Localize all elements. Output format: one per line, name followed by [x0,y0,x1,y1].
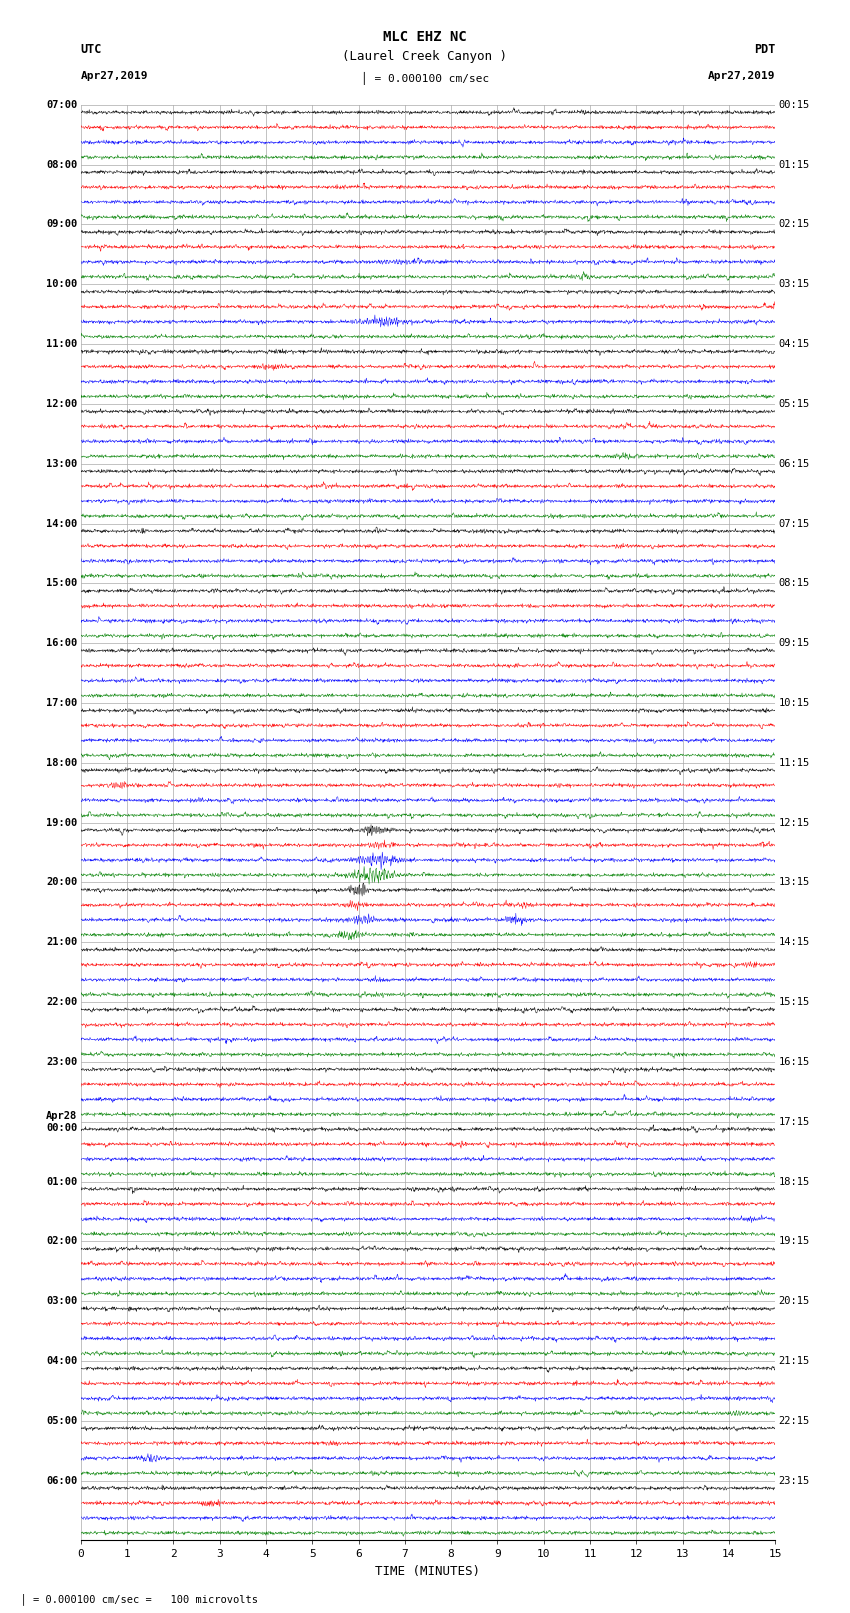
Text: 08:15: 08:15 [779,579,810,589]
Text: 15:15: 15:15 [779,997,810,1007]
Text: 03:15: 03:15 [779,279,810,289]
Text: 15:00: 15:00 [46,579,77,589]
Text: 10:00: 10:00 [46,279,77,289]
Text: 02:15: 02:15 [779,219,810,229]
Text: 05:00: 05:00 [46,1416,77,1426]
Text: 13:00: 13:00 [46,458,77,469]
Text: Apr27,2019: Apr27,2019 [81,71,148,81]
Text: PDT: PDT [754,44,775,56]
Text: │ = 0.000100 cm/sec =   100 microvolts: │ = 0.000100 cm/sec = 100 microvolts [8,1594,258,1605]
Text: 03:00: 03:00 [46,1297,77,1307]
Text: 16:00: 16:00 [46,639,77,648]
Text: 18:00: 18:00 [46,758,77,768]
Text: 12:15: 12:15 [779,818,810,827]
Text: (Laurel Creek Canyon ): (Laurel Creek Canyon ) [343,50,507,63]
Text: 20:00: 20:00 [46,877,77,887]
Text: Apr28
00:00: Apr28 00:00 [46,1111,77,1132]
Text: 11:00: 11:00 [46,339,77,348]
Text: 19:00: 19:00 [46,818,77,827]
Text: 17:00: 17:00 [46,698,77,708]
Text: 11:15: 11:15 [779,758,810,768]
Text: UTC: UTC [81,44,102,56]
Text: 22:00: 22:00 [46,997,77,1007]
Text: 12:00: 12:00 [46,398,77,410]
Text: 14:00: 14:00 [46,518,77,529]
Text: MLC EHZ NC: MLC EHZ NC [383,29,467,44]
Text: 21:15: 21:15 [779,1357,810,1366]
Text: 13:15: 13:15 [779,877,810,887]
Text: 06:15: 06:15 [779,458,810,469]
X-axis label: TIME (MINUTES): TIME (MINUTES) [376,1565,480,1578]
Text: 06:00: 06:00 [46,1476,77,1486]
Text: 04:15: 04:15 [779,339,810,348]
Text: │ = 0.000100 cm/sec: │ = 0.000100 cm/sec [361,73,489,85]
Text: 10:15: 10:15 [779,698,810,708]
Text: 21:00: 21:00 [46,937,77,947]
Text: 18:15: 18:15 [779,1176,810,1187]
Text: 16:15: 16:15 [779,1057,810,1066]
Text: 20:15: 20:15 [779,1297,810,1307]
Text: 07:00: 07:00 [46,100,77,110]
Text: 01:00: 01:00 [46,1176,77,1187]
Text: 04:00: 04:00 [46,1357,77,1366]
Text: 00:15: 00:15 [779,100,810,110]
Text: 09:15: 09:15 [779,639,810,648]
Text: 07:15: 07:15 [779,518,810,529]
Text: Apr27,2019: Apr27,2019 [708,71,775,81]
Text: 08:00: 08:00 [46,160,77,169]
Text: 05:15: 05:15 [779,398,810,410]
Text: 17:15: 17:15 [779,1116,810,1127]
Text: 02:00: 02:00 [46,1236,77,1247]
Text: 01:15: 01:15 [779,160,810,169]
Text: 22:15: 22:15 [779,1416,810,1426]
Text: 14:15: 14:15 [779,937,810,947]
Text: 23:15: 23:15 [779,1476,810,1486]
Text: 09:00: 09:00 [46,219,77,229]
Text: 19:15: 19:15 [779,1236,810,1247]
Text: 23:00: 23:00 [46,1057,77,1066]
